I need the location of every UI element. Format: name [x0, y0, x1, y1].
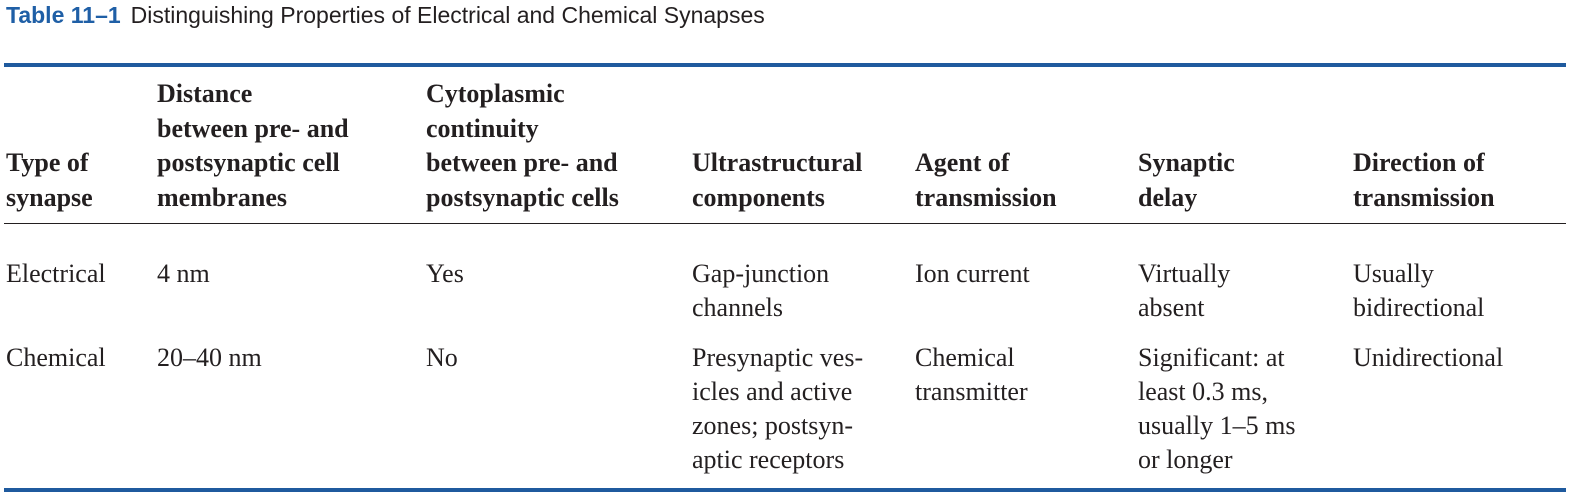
header-synaptic-delay: Synaptic delay — [1138, 148, 1235, 212]
table-number: Table 11–1 — [6, 2, 121, 28]
header-rule — [4, 223, 1566, 224]
header-direction-of-transmission: Direction of transmission — [1353, 148, 1495, 212]
table-title: Distinguishing Properties of Electrical … — [130, 2, 765, 28]
cell-delay: Virtually absent — [1138, 259, 1231, 322]
cell-continuity: Yes — [426, 259, 464, 288]
cell-delay: Significant: at least 0.3 ms, usually 1–… — [1138, 343, 1296, 474]
table-top-rule — [4, 63, 1566, 67]
cell-continuity: No — [426, 343, 458, 372]
table-caption: Table 11–1 Distinguishing Properties of E… — [6, 2, 765, 29]
header-cytoplasmic-continuity: Cytoplasmic continuity between pre- and … — [426, 79, 619, 212]
cell-components: Presynaptic ves- icles and active zones;… — [692, 343, 864, 474]
header-type-of-synapse: Type of synapse — [6, 148, 93, 212]
header-distance: Distance between pre- and postsynaptic c… — [157, 79, 349, 212]
cell-distance: 4 nm — [157, 259, 210, 288]
cell-direction: Unidirectional — [1353, 343, 1504, 372]
cell-agent: Ion current — [915, 259, 1030, 288]
table-bottom-rule — [4, 488, 1566, 492]
cell-type: Electrical — [6, 259, 106, 288]
cell-direction: Usually bidirectional — [1353, 259, 1485, 322]
cell-type: Chemical — [6, 343, 106, 372]
cell-agent: Chemical transmitter — [915, 343, 1028, 406]
header-ultrastructural-components: Ultrastructural components — [692, 148, 863, 212]
cell-distance: 20–40 nm — [157, 343, 262, 372]
header-agent-of-transmission: Agent of transmission — [915, 148, 1057, 212]
cell-components: Gap-junction channels — [692, 259, 830, 322]
